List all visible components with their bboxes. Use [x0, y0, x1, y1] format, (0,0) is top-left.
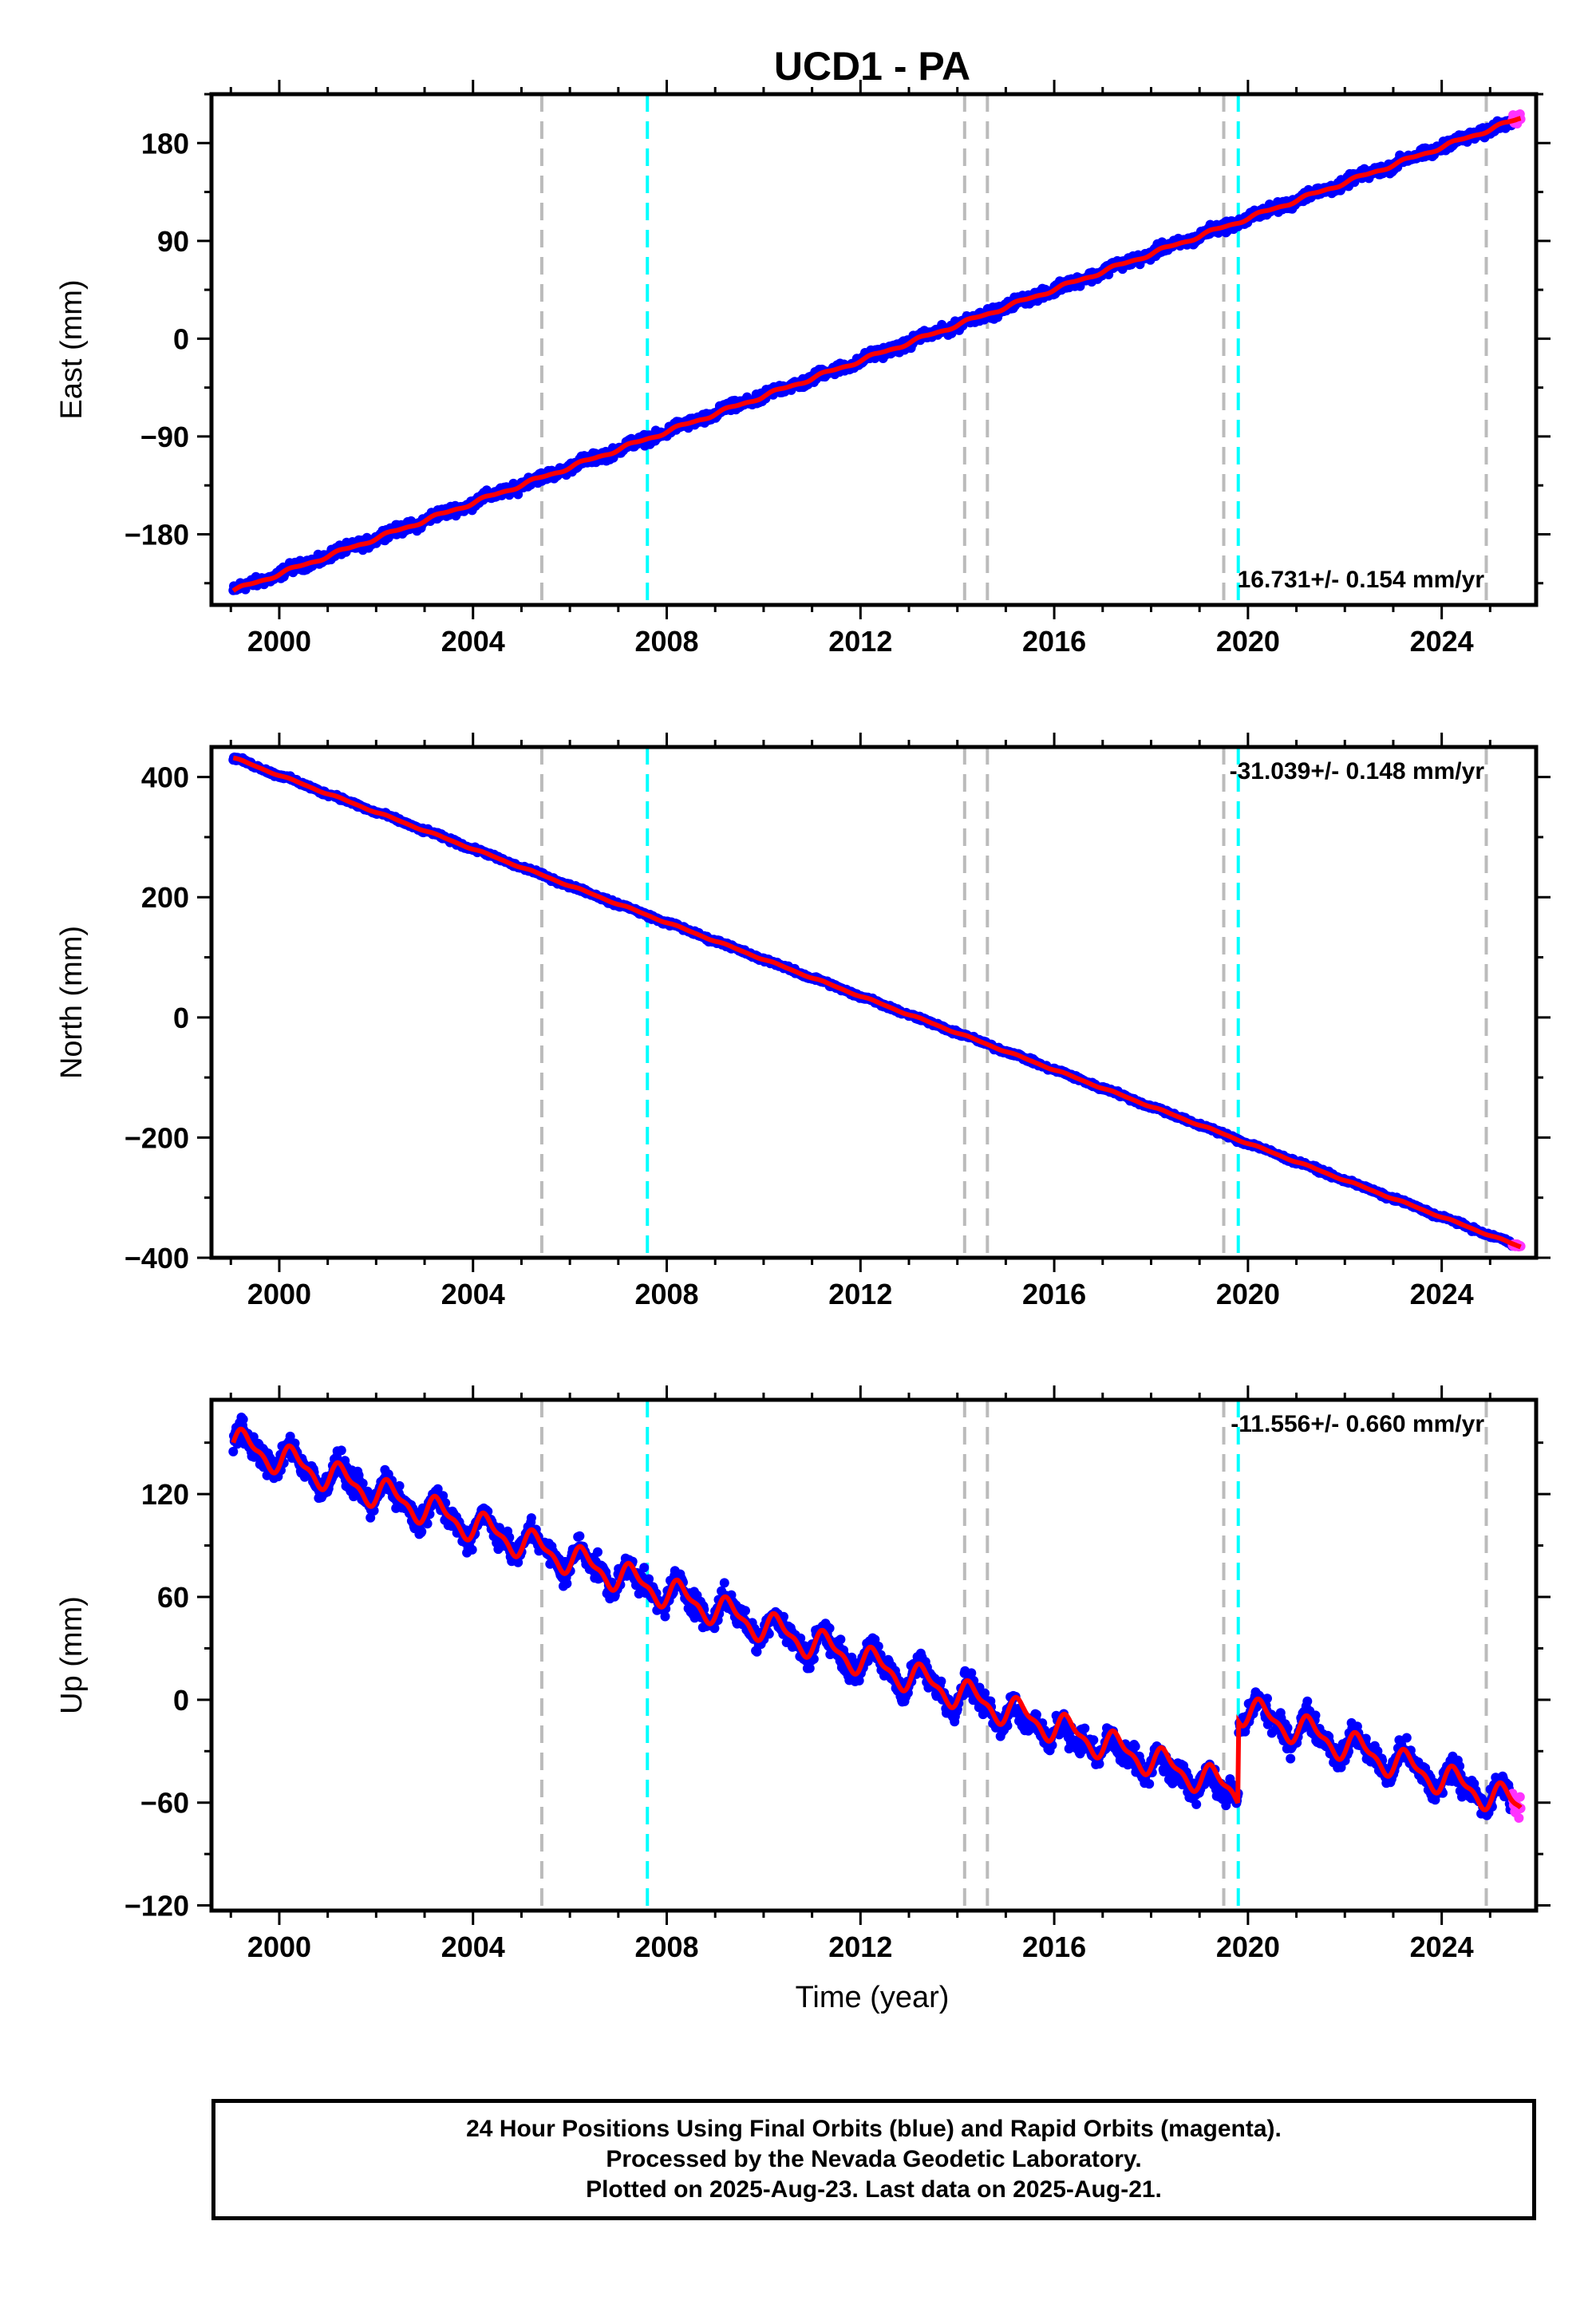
y-tick-label: −200 [124, 1121, 189, 1154]
up-panel: 2000 2004 2008 2012 2016 2020 2024−120−6006012… [55, 1385, 1551, 1963]
model-line [232, 755, 1522, 1250]
y-tick-label: −90 [140, 421, 189, 453]
x-tick-label: 2008 [634, 1278, 698, 1310]
x-tick-label: 2004 [441, 625, 505, 658]
y-tick-label: −180 [124, 518, 189, 551]
y-tick-label: 200 [141, 881, 189, 914]
y-tick-label: 0 [173, 1002, 189, 1034]
data-point [238, 1414, 248, 1425]
x-tick-label: 2024 [1410, 625, 1474, 658]
y-axis-label: East (mm) [55, 279, 89, 419]
data-points [228, 1413, 1526, 1823]
y-axis-label: North (mm) [55, 926, 89, 1079]
data-point [336, 1445, 346, 1456]
x-tick-label: 2000 [247, 625, 311, 658]
x-tick-label: 2004 [441, 1278, 505, 1310]
x-tick-label: 2008 [634, 625, 698, 658]
data-point [417, 1527, 427, 1537]
x-tick-label: 2024 [1410, 1278, 1474, 1310]
x-tick-label: 2016 [1022, 625, 1086, 658]
y-tick-label: 90 [157, 225, 189, 258]
y-tick-label: 180 [141, 127, 189, 160]
rate-label: 16.731+/- 0.154 mm/yr [1238, 567, 1485, 593]
north-panel: 2000 2004 2008 2012 2016 2020 2024 −400 −200 0 200… [55, 733, 1551, 1310]
data-point [394, 1480, 405, 1491]
east-panel: 2000 2004 2008 2012 2016 2020 2024 −180 −90 0 90 18… [55, 80, 1551, 658]
x-tick-label: 2016 [1022, 1278, 1086, 1310]
x-tick-label: 2012 [828, 1278, 892, 1310]
rate-label: -31.039+/- 0.148 mm/yr [1230, 758, 1485, 785]
plot-frame [209, 92, 1539, 607]
chart-title: UCD1 - PA [774, 44, 970, 89]
x-tick-label: 2012 [828, 625, 892, 658]
x-tick-label: 2020 [1216, 1278, 1280, 1310]
model-line [231, 116, 1522, 593]
y-tick-label: 400 [141, 761, 189, 794]
x-tick-label: 2020 [1216, 625, 1280, 658]
y-tick-label: −400 [124, 1242, 189, 1275]
x-tick-label: 2000 [247, 1278, 311, 1310]
y-tick-label: 0 [173, 322, 189, 355]
